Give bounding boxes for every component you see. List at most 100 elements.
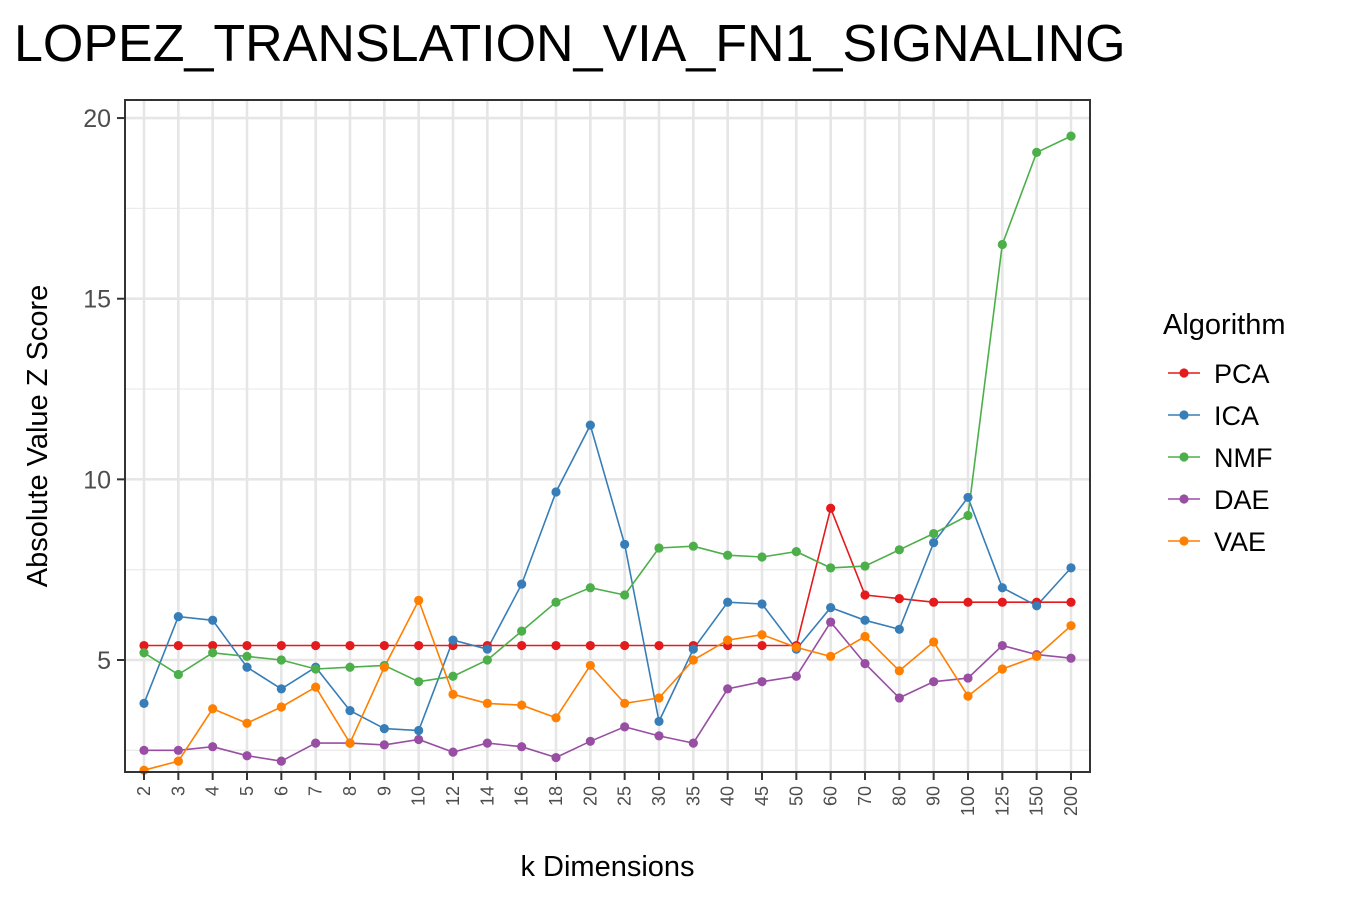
data-point-pca: [757, 640, 767, 651]
data-point-dae: [448, 747, 458, 757]
data-point-nmf: [208, 648, 218, 658]
data-point-pca: [276, 640, 286, 651]
y-tick-label: 10: [83, 466, 111, 494]
data-point-vae: [757, 630, 767, 640]
legend-title: Algorithm: [1163, 309, 1286, 341]
data-point-dae: [139, 745, 149, 755]
data-point-dae: [379, 740, 389, 750]
data-point-ica: [414, 725, 424, 736]
data-point-dae: [723, 684, 733, 694]
x-tick-label: 30: [649, 786, 669, 806]
x-tick-label: 25: [615, 786, 635, 806]
data-point-vae: [414, 595, 424, 605]
data-point-nmf: [173, 669, 183, 680]
data-point-vae: [379, 662, 389, 672]
x-tick-label: 60: [821, 786, 841, 806]
data-point-vae: [208, 704, 218, 714]
x-tick-label: 9: [374, 786, 394, 796]
series-line-nmf: [143, 135, 1072, 683]
data-point-ica: [379, 724, 389, 734]
data-point-dae: [414, 734, 424, 745]
data-point-dae: [311, 738, 321, 748]
chart-title: LOPEZ_TRANSLATION_VIA_FN1_SIGNALING: [14, 15, 1126, 73]
x-tick-label: 40: [718, 786, 738, 806]
legend-key-point-nmf: [1179, 452, 1189, 462]
data-point-pca: [620, 640, 630, 651]
x-tick-label: 80: [889, 786, 909, 806]
x-tick-label: 35: [683, 786, 703, 806]
data-point-dae: [894, 693, 904, 703]
x-tick-label: 20: [580, 786, 600, 806]
panel-border: [124, 99, 1091, 773]
x-tick-label: 14: [477, 786, 497, 806]
x-tick-label: 7: [306, 786, 326, 796]
data-point-ica: [585, 420, 595, 430]
x-tick-label: 3: [168, 786, 188, 796]
data-point-nmf: [276, 655, 286, 665]
legend-key-point-ica: [1179, 410, 1189, 420]
data-point-dae: [242, 751, 252, 761]
data-point-pca: [379, 640, 389, 651]
data-point-nmf: [929, 528, 939, 539]
data-point-dae: [551, 752, 561, 763]
data-point-ica: [929, 537, 939, 548]
x-tick-label: 200: [1061, 786, 1081, 816]
data-point-ica: [482, 644, 492, 654]
data-point-vae: [345, 738, 355, 748]
x-tick-label: 16: [512, 786, 532, 806]
data-point-ica: [963, 492, 973, 503]
data-point-vae: [242, 718, 252, 728]
data-point-dae: [997, 640, 1007, 651]
x-tick-label: 150: [1027, 786, 1047, 816]
y-tick-label: 20: [83, 105, 111, 133]
data-point-pca: [1066, 597, 1076, 607]
data-point-dae: [585, 736, 595, 746]
x-tick-label: 125: [992, 786, 1012, 816]
data-point-nmf: [585, 583, 595, 593]
data-point-dae: [173, 745, 183, 755]
data-point-nmf: [448, 671, 458, 681]
x-tick-label: 18: [546, 786, 566, 806]
data-point-vae: [654, 693, 664, 703]
data-point-vae: [585, 660, 595, 671]
data-point-ica: [551, 487, 561, 497]
data-point-nmf: [242, 651, 252, 661]
data-point-ica: [997, 583, 1007, 593]
data-point-pca: [963, 597, 973, 607]
data-point-vae: [929, 637, 939, 647]
legend-key-point-pca: [1179, 368, 1189, 378]
data-point-vae: [517, 700, 527, 710]
data-point-dae: [860, 659, 870, 669]
data-point-vae: [276, 702, 286, 712]
data-point-nmf: [345, 662, 355, 672]
data-point-ica: [1066, 563, 1076, 573]
data-point-ica: [826, 603, 836, 613]
series-line-ica: [143, 423, 1072, 732]
x-tick-label: 12: [443, 786, 463, 806]
legend-key-point-dae: [1179, 494, 1189, 504]
data-point-vae: [963, 691, 973, 701]
data-point-vae: [551, 713, 561, 723]
data-point-ica: [894, 624, 904, 634]
data-point-vae: [894, 666, 904, 676]
y-tick-label: 15: [83, 286, 111, 314]
data-point-dae: [517, 742, 527, 752]
data-point-ica: [173, 612, 183, 622]
y-tick-label: 5: [97, 647, 111, 675]
data-point-nmf: [482, 655, 492, 665]
data-point-dae: [929, 677, 939, 687]
data-point-ica: [860, 615, 870, 625]
data-point-dae: [688, 738, 698, 748]
data-point-nmf: [414, 677, 424, 687]
x-tick-label: 2: [134, 786, 154, 796]
data-point-vae: [723, 635, 733, 645]
data-point-pca: [826, 503, 836, 513]
legend-label-dae: DAE: [1214, 485, 1270, 515]
data-point-dae: [1066, 653, 1076, 663]
data-point-nmf: [620, 590, 630, 600]
data-point-nmf: [1066, 131, 1076, 141]
data-point-pca: [551, 640, 561, 651]
legend-label-vae: VAE: [1214, 527, 1266, 557]
data-point-nmf: [688, 541, 698, 551]
